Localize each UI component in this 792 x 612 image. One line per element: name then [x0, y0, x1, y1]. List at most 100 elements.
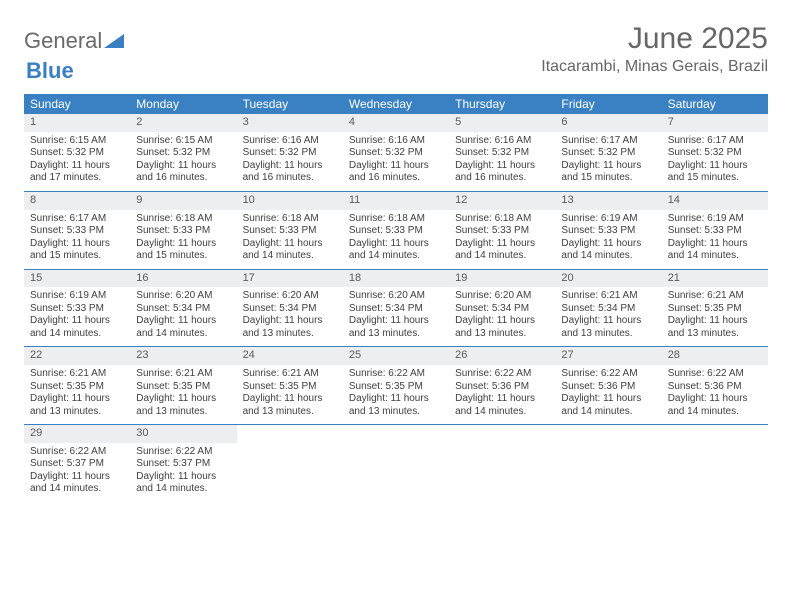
calendar-day-cell: 27Sunrise: 6:22 AMSunset: 5:36 PMDayligh… — [555, 347, 661, 424]
day-body: Sunrise: 6:20 AMSunset: 5:34 PMDaylight:… — [237, 287, 343, 346]
day-number: 8 — [24, 192, 130, 210]
day-line-ss: Sunset: 5:35 PM — [30, 381, 124, 394]
day-line-sr: Sunrise: 6:22 AM — [668, 368, 762, 381]
weekday-header: Sunday — [24, 94, 130, 114]
location: Itacarambi, Minas Gerais, Brazil — [541, 58, 768, 76]
logo-text-2: Blue — [26, 58, 74, 83]
day-line-sr: Sunrise: 6:16 AM — [455, 135, 549, 148]
day-body: Sunrise: 6:15 AMSunset: 5:32 PMDaylight:… — [130, 132, 236, 191]
day-line-d1: Daylight: 11 hours — [136, 315, 230, 328]
day-line-d1: Daylight: 11 hours — [136, 160, 230, 173]
day-line-ss: Sunset: 5:33 PM — [455, 225, 549, 238]
day-line-sr: Sunrise: 6:19 AM — [668, 213, 762, 226]
day-number: 13 — [555, 192, 661, 210]
day-line-ss: Sunset: 5:32 PM — [668, 147, 762, 160]
day-line-d2: and 13 minutes. — [349, 328, 443, 341]
day-number: 28 — [662, 347, 768, 365]
day-line-d2: and 15 minutes. — [668, 172, 762, 185]
day-number: 7 — [662, 114, 768, 132]
day-line-ss: Sunset: 5:37 PM — [136, 458, 230, 471]
day-body: Sunrise: 6:21 AMSunset: 5:34 PMDaylight:… — [555, 287, 661, 346]
calendar-day-cell: 19Sunrise: 6:20 AMSunset: 5:34 PMDayligh… — [449, 270, 555, 347]
logo-mark-icon — [104, 28, 124, 54]
day-line-d1: Daylight: 11 hours — [136, 471, 230, 484]
day-body: Sunrise: 6:17 AMSunset: 5:32 PMDaylight:… — [555, 132, 661, 191]
day-line-sr: Sunrise: 6:20 AM — [136, 290, 230, 303]
day-line-ss: Sunset: 5:32 PM — [30, 147, 124, 160]
day-body: Sunrise: 6:16 AMSunset: 5:32 PMDaylight:… — [449, 132, 555, 191]
day-line-d1: Daylight: 11 hours — [136, 393, 230, 406]
day-body: Sunrise: 6:16 AMSunset: 5:32 PMDaylight:… — [343, 132, 449, 191]
day-body: Sunrise: 6:22 AMSunset: 5:37 PMDaylight:… — [24, 443, 130, 502]
calendar-day-cell: 14Sunrise: 6:19 AMSunset: 5:33 PMDayligh… — [662, 192, 768, 269]
day-body: Sunrise: 6:20 AMSunset: 5:34 PMDaylight:… — [449, 287, 555, 346]
calendar-day-cell: 22Sunrise: 6:21 AMSunset: 5:35 PMDayligh… — [24, 347, 130, 424]
day-number: 6 — [555, 114, 661, 132]
calendar-week-row: 29Sunrise: 6:22 AMSunset: 5:37 PMDayligh… — [24, 425, 768, 502]
day-line-d1: Daylight: 11 hours — [243, 393, 337, 406]
calendar-day-cell: 3Sunrise: 6:16 AMSunset: 5:32 PMDaylight… — [237, 114, 343, 191]
day-number: 30 — [130, 425, 236, 443]
day-number: 18 — [343, 270, 449, 288]
day-line-sr: Sunrise: 6:20 AM — [455, 290, 549, 303]
day-body: Sunrise: 6:21 AMSunset: 5:35 PMDaylight:… — [24, 365, 130, 424]
day-line-ss: Sunset: 5:32 PM — [136, 147, 230, 160]
day-line-ss: Sunset: 5:37 PM — [30, 458, 124, 471]
day-line-d2: and 15 minutes. — [30, 250, 124, 263]
day-line-sr: Sunrise: 6:22 AM — [30, 446, 124, 459]
calendar-day-cell: 26Sunrise: 6:22 AMSunset: 5:36 PMDayligh… — [449, 347, 555, 424]
calendar-day-cell: 12Sunrise: 6:18 AMSunset: 5:33 PMDayligh… — [449, 192, 555, 269]
day-line-ss: Sunset: 5:34 PM — [243, 303, 337, 316]
day-number: 26 — [449, 347, 555, 365]
day-line-d2: and 14 minutes. — [668, 406, 762, 419]
day-line-d1: Daylight: 11 hours — [561, 160, 655, 173]
day-number: 14 — [662, 192, 768, 210]
calendar-day-cell: 30Sunrise: 6:22 AMSunset: 5:37 PMDayligh… — [130, 425, 236, 502]
day-line-d2: and 14 minutes. — [30, 328, 124, 341]
day-line-d1: Daylight: 11 hours — [30, 160, 124, 173]
day-number: 12 — [449, 192, 555, 210]
day-number: 2 — [130, 114, 236, 132]
day-line-sr: Sunrise: 6:20 AM — [243, 290, 337, 303]
day-line-d2: and 13 minutes. — [136, 406, 230, 419]
calendar-day-cell: 9 Sunrise: 6:18 AMSunset: 5:33 PMDaylight… — [130, 192, 236, 269]
day-number: 5 — [449, 114, 555, 132]
day-line-d1: Daylight: 11 hours — [30, 471, 124, 484]
title-block: June 2025 Itacarambi, Minas Gerais, Braz… — [541, 22, 768, 76]
day-line-d2: and 13 minutes. — [668, 328, 762, 341]
calendar-week-row: 8Sunrise: 6:17 AMSunset: 5:33 PMDaylight… — [24, 192, 768, 269]
day-body: Sunrise: 6:18 AMSunset: 5:33 PMDaylight:… — [237, 210, 343, 269]
day-body: Sunrise: 6:21 AMSunset: 5:35 PMDaylight:… — [662, 287, 768, 346]
calendar-day-cell: 24Sunrise: 6:21 AMSunset: 5:35 PMDayligh… — [237, 347, 343, 424]
day-line-ss: Sunset: 5:33 PM — [349, 225, 443, 238]
day-body: Sunrise: 6:17 AMSunset: 5:33 PMDaylight:… — [24, 210, 130, 269]
day-line-d1: Daylight: 11 hours — [455, 238, 549, 251]
day-line-d1: Daylight: 11 hours — [30, 393, 124, 406]
calendar-day-cell: 13Sunrise: 6:19 AMSunset: 5:33 PMDayligh… — [555, 192, 661, 269]
day-number: 10 — [237, 192, 343, 210]
day-line-d2: and 14 minutes. — [561, 406, 655, 419]
day-body: Sunrise: 6:22 AMSunset: 5:35 PMDaylight:… — [343, 365, 449, 424]
day-line-sr: Sunrise: 6:17 AM — [30, 213, 124, 226]
day-number: 24 — [237, 347, 343, 365]
day-line-sr: Sunrise: 6:21 AM — [243, 368, 337, 381]
weekday-header: Tuesday — [237, 94, 343, 114]
calendar-day-cell: 11Sunrise: 6:18 AMSunset: 5:33 PMDayligh… — [343, 192, 449, 269]
day-line-sr: Sunrise: 6:18 AM — [136, 213, 230, 226]
day-line-d2: and 17 minutes. — [30, 172, 124, 185]
calendar-table: Sunday Monday Tuesday Wednesday Thursday… — [24, 94, 768, 502]
day-line-d2: and 14 minutes. — [561, 250, 655, 263]
calendar-day-cell: 6Sunrise: 6:17 AMSunset: 5:32 PMDaylight… — [555, 114, 661, 191]
day-line-d1: Daylight: 11 hours — [136, 238, 230, 251]
weekday-header: Saturday — [662, 94, 768, 114]
day-line-ss: Sunset: 5:33 PM — [668, 225, 762, 238]
calendar-day-cell: 21Sunrise: 6:21 AMSunset: 5:35 PMDayligh… — [662, 270, 768, 347]
day-number: 15 — [24, 270, 130, 288]
day-line-d2: and 14 minutes. — [30, 483, 124, 496]
day-line-d1: Daylight: 11 hours — [30, 238, 124, 251]
day-line-d2: and 15 minutes. — [561, 172, 655, 185]
day-line-ss: Sunset: 5:33 PM — [136, 225, 230, 238]
day-number: 9 — [130, 192, 236, 210]
day-line-d1: Daylight: 11 hours — [668, 160, 762, 173]
day-body: Sunrise: 6:15 AMSunset: 5:32 PMDaylight:… — [24, 132, 130, 191]
